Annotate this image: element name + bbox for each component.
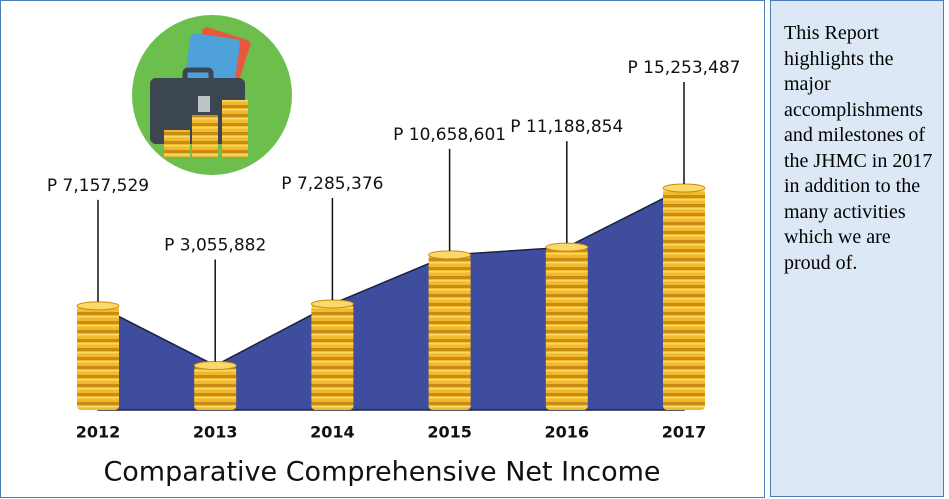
x-tick-label: 2015 <box>427 423 472 442</box>
value-label: P 7,285,376 <box>281 174 383 194</box>
value-label: P 15,253,487 <box>628 58 741 78</box>
value-label: P 3,055,882 <box>164 236 266 256</box>
x-tick-label: 2017 <box>662 423 707 442</box>
coin-top <box>663 184 705 192</box>
coin-stack <box>77 306 119 410</box>
x-tick-label: 2016 <box>545 423 590 442</box>
side-note: This Report highlights the major accompl… <box>770 0 944 497</box>
value-label: P 7,157,529 <box>47 176 149 196</box>
value-label: P 10,658,601 <box>393 125 506 145</box>
x-tick-label: 2012 <box>76 423 121 442</box>
coin-stack <box>429 255 471 410</box>
coin-stack <box>311 304 353 410</box>
coin-stack <box>194 366 236 410</box>
coin-top <box>311 300 353 308</box>
page: Comparative Comprehensive Net Income P 7… <box>0 0 949 499</box>
chart: Comparative Comprehensive Net Income P 7… <box>0 0 766 499</box>
x-tick-label: 2013 <box>193 423 238 442</box>
money-icon <box>132 15 292 175</box>
coin-stack <box>546 247 588 410</box>
coin-stack <box>663 188 705 410</box>
chart-title: Comparative Comprehensive Net Income <box>103 457 660 488</box>
coin-top <box>429 251 471 259</box>
coin-top <box>194 362 236 370</box>
x-tick-label: 2014 <box>310 423 355 442</box>
value-label: P 11,188,854 <box>510 117 623 137</box>
coin-top <box>77 302 119 310</box>
coin-top <box>546 243 588 251</box>
